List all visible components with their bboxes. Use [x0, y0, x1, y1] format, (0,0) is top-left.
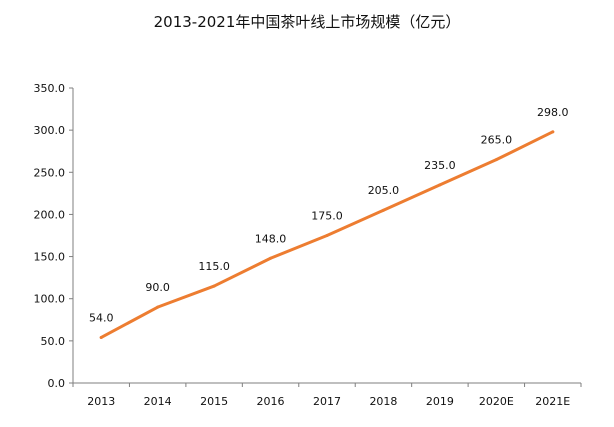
- x-tick-label: 2014: [144, 395, 172, 408]
- y-tick-label: 100.0: [34, 293, 66, 306]
- data-point: [99, 335, 103, 339]
- x-tick-label: 2021E: [535, 395, 570, 408]
- data-label: 54.0: [89, 311, 114, 324]
- data-point: [381, 208, 385, 212]
- y-tick-label: 350.0: [34, 82, 66, 95]
- y-axis-ticks: 0.0 50.0 100.0 150.0 200.0 250.0 300.0 350.0: [34, 82, 73, 390]
- series: [99, 130, 555, 339]
- data-point: [269, 256, 273, 260]
- data-label: 235.0: [424, 159, 456, 172]
- x-tick-label: 2017: [313, 395, 341, 408]
- data-label: 148.0: [255, 232, 287, 245]
- data-labels: 54.0 90.0 115.0 148.0 175.0 205.0 235.0 265.0 29…: [89, 106, 569, 325]
- data-label: 205.0: [368, 184, 400, 197]
- data-label: 115.0: [198, 260, 230, 273]
- x-tick-label: 2015: [200, 395, 228, 408]
- data-label: 175.0: [311, 210, 343, 223]
- data-point: [212, 284, 216, 288]
- x-tick-label: 2019: [426, 395, 454, 408]
- y-tick-label: 150.0: [34, 251, 66, 264]
- y-tick-label: 250.0: [34, 166, 66, 179]
- data-point: [494, 158, 498, 162]
- y-tick-label: 50.0: [41, 335, 66, 348]
- x-tick-label: 2018: [369, 395, 397, 408]
- data-point: [325, 234, 329, 237]
- data-label: 265.0: [481, 134, 513, 147]
- y-tick-label: 300.0: [34, 124, 66, 137]
- axes: [72, 88, 581, 384]
- x-tick-label: 2020E: [479, 395, 514, 408]
- data-label: 90.0: [145, 281, 170, 294]
- y-tick-label: 0.0: [48, 377, 66, 390]
- data-point: [438, 183, 442, 187]
- x-axis-ticks: 2013 2014 2015 2016 2017 2018 2019 2020E 2021E: [72, 383, 582, 408]
- data-label: 298.0: [537, 106, 569, 119]
- chart-title: 2013-2021年中国茶叶线上市场规模（亿元）: [153, 13, 461, 31]
- x-tick-label: 2016: [257, 395, 285, 408]
- data-point: [156, 305, 160, 309]
- data-point: [551, 130, 555, 134]
- y-tick-label: 200.0: [34, 208, 66, 221]
- x-tick-label: 2013: [87, 395, 115, 408]
